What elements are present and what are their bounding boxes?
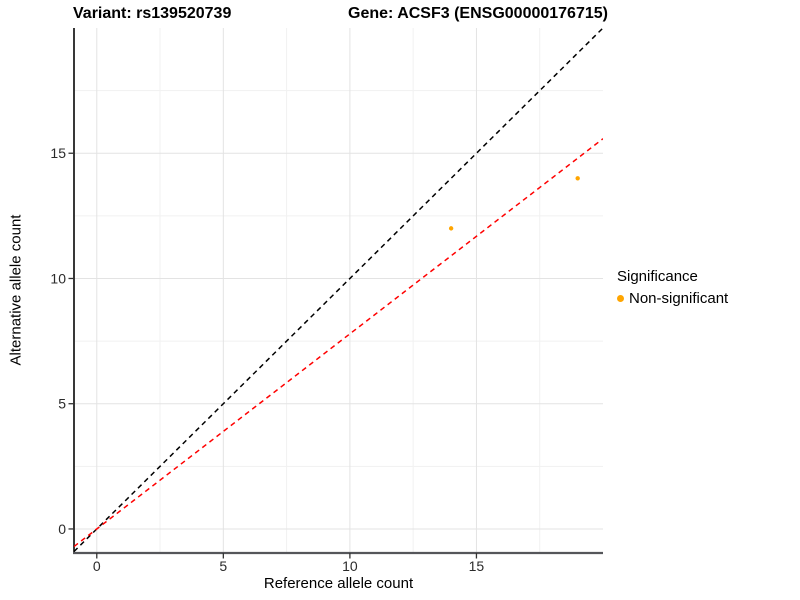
regression-line — [74, 138, 603, 548]
legend-point-icon — [617, 295, 624, 302]
identity-line — [74, 28, 603, 553]
legend: Significance Non-significant — [617, 268, 728, 307]
y-tick-label: 15 — [50, 145, 66, 161]
x-tick-label: 5 — [219, 558, 227, 574]
variant-title: Variant: rs139520739 — [73, 5, 232, 22]
data-point — [448, 226, 454, 231]
x-tick-label: 15 — [469, 558, 485, 574]
legend-item: Non-significant — [617, 290, 728, 307]
gene-title: Gene: ACSF3 (ENSG00000176715) — [348, 5, 608, 22]
y-axis-label: Alternative allele count — [7, 214, 25, 366]
y-tick-label: 10 — [50, 270, 66, 286]
data-point — [575, 176, 580, 181]
y-tick-label: 5 — [58, 396, 66, 412]
x-tick-label: 0 — [93, 558, 101, 574]
x-tick-label: 10 — [342, 558, 358, 574]
legend-item-label: Non-significant — [629, 290, 729, 307]
reference-lines — [74, 28, 603, 553]
x-axis-label: Reference allele count — [263, 575, 414, 592]
legend-title: Significance — [617, 268, 698, 285]
y-tick-label: 0 — [58, 521, 66, 537]
